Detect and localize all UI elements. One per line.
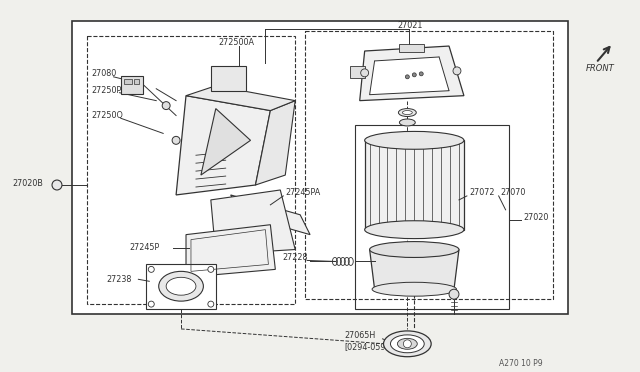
Polygon shape [201, 109, 250, 175]
Text: 27228: 27228 [282, 253, 308, 262]
Text: [0294-0594]: [0294-0594] [345, 342, 395, 351]
Bar [211, 66, 246, 91]
Text: 27021: 27021 [397, 21, 423, 30]
Circle shape [453, 67, 461, 75]
Polygon shape [230, 195, 310, 235]
Circle shape [208, 266, 214, 272]
Polygon shape [370, 250, 459, 289]
Bar [305, 31, 553, 299]
Polygon shape [360, 46, 464, 101]
Text: 27250P: 27250P [92, 86, 122, 95]
Circle shape [52, 180, 62, 190]
Ellipse shape [370, 241, 459, 257]
Bar [350, 66, 365, 78]
Ellipse shape [399, 109, 416, 116]
Ellipse shape [397, 339, 417, 349]
Text: A270 10 P9: A270 10 P9 [499, 359, 542, 368]
Polygon shape [176, 96, 270, 195]
Ellipse shape [403, 110, 412, 115]
Text: 27245PA: 27245PA [285, 189, 321, 198]
Ellipse shape [159, 271, 204, 301]
Text: 27245P: 27245P [129, 243, 160, 252]
Text: 27070: 27070 [500, 189, 526, 198]
Ellipse shape [372, 282, 456, 296]
Circle shape [162, 102, 170, 110]
Text: 27020B: 27020B [12, 179, 43, 187]
Text: 27250Q: 27250Q [92, 111, 124, 120]
Ellipse shape [399, 119, 415, 126]
Ellipse shape [365, 131, 464, 149]
Circle shape [148, 301, 154, 307]
Text: FRONT: FRONT [586, 64, 615, 73]
Bar [355, 125, 509, 309]
Text: 27080: 27080 [92, 69, 117, 78]
Circle shape [449, 289, 459, 299]
Polygon shape [255, 101, 295, 185]
Bar [365, 140, 464, 230]
Circle shape [412, 73, 416, 77]
Ellipse shape [390, 335, 424, 353]
Circle shape [172, 137, 180, 144]
Circle shape [419, 72, 423, 76]
Circle shape [403, 340, 412, 348]
Text: 27072: 27072 [469, 189, 494, 198]
Circle shape [361, 69, 369, 77]
Polygon shape [186, 225, 275, 277]
Text: 27238: 27238 [107, 275, 132, 284]
Polygon shape [147, 264, 216, 309]
Circle shape [148, 266, 154, 272]
Ellipse shape [383, 331, 431, 357]
Bar [87, 36, 295, 304]
Bar [134, 79, 140, 84]
Circle shape [405, 75, 410, 79]
Bar [122, 76, 143, 94]
Text: 272500A: 272500A [219, 38, 255, 46]
Bar [72, 21, 568, 314]
Text: 27065H: 27065H [345, 331, 376, 340]
Circle shape [208, 301, 214, 307]
Polygon shape [211, 190, 295, 254]
Ellipse shape [365, 221, 464, 238]
Ellipse shape [166, 277, 196, 295]
Polygon shape [186, 86, 295, 110]
Bar [124, 79, 132, 84]
Polygon shape [370, 57, 449, 95]
Bar [399, 44, 424, 52]
Text: 27020: 27020 [524, 213, 549, 222]
